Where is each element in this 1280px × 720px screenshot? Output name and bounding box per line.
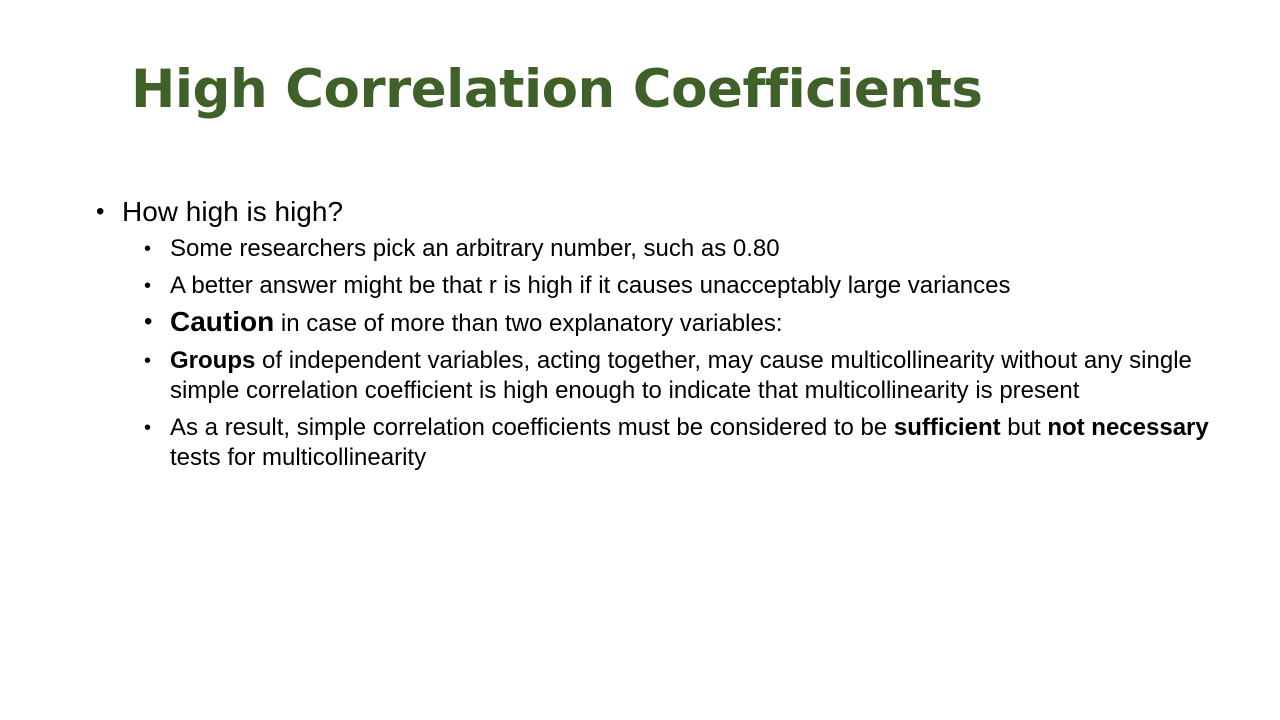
bullet-main-text: How high is high? — [122, 196, 344, 227]
bullet-dot-icon: • — [144, 274, 152, 297]
sufficient-label: sufficient — [893, 413, 1001, 441]
bullet-dot-icon: • — [144, 238, 152, 260]
bullet-dot-icon: • — [144, 416, 152, 439]
slide-title: High Correlation Coefficients — [131, 59, 983, 120]
sub-bullet-1-text: Some researchers pick an arbitrary numbe… — [170, 235, 780, 262]
sub-bullet-3: • Caution in case of more than two expla… — [144, 306, 1216, 340]
caution-label: Caution — [170, 306, 275, 337]
bullet-main: • How high is high? — [96, 194, 1216, 230]
bullet-dot-icon: • — [96, 198, 105, 225]
not-necessary-label: not necessary — [1047, 413, 1209, 441]
sub-bullet-list: • Some researchers pick an arbitrary num… — [96, 234, 1216, 474]
sub-bullet-2: • A better answer might be that r is hig… — [144, 271, 1216, 302]
slide-body: • How high is high? • Some researchers p… — [96, 194, 1216, 480]
sub-bullet-2-text: A better answer might be that r is high … — [170, 271, 1011, 299]
bullet-dot-icon: • — [144, 349, 152, 372]
sub-bullet-1: • Some researchers pick an arbitrary num… — [144, 234, 1216, 265]
groups-label: Groups — [170, 346, 256, 374]
sub-bullet-4: • Groups of independent variables, actin… — [144, 346, 1216, 407]
sub-bullet-5-start: As a result, simple correlation coeffici… — [170, 413, 894, 441]
bullet-dot-icon: • — [144, 308, 153, 335]
sub-bullet-3-text: in case of more than two explanatory var… — [274, 310, 783, 337]
sub-bullet-5: • As a result, simple correlation coeffi… — [144, 413, 1216, 474]
sub-bullet-5-mid: but — [1000, 413, 1048, 441]
sub-bullet-4-text: of independent variables, acting togethe… — [170, 346, 1192, 405]
sub-bullet-5-end: tests for multicollinearity — [170, 444, 427, 471]
